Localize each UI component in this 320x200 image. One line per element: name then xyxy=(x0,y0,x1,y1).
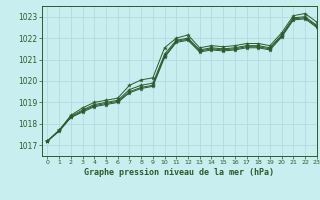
X-axis label: Graphe pression niveau de la mer (hPa): Graphe pression niveau de la mer (hPa) xyxy=(84,168,274,177)
